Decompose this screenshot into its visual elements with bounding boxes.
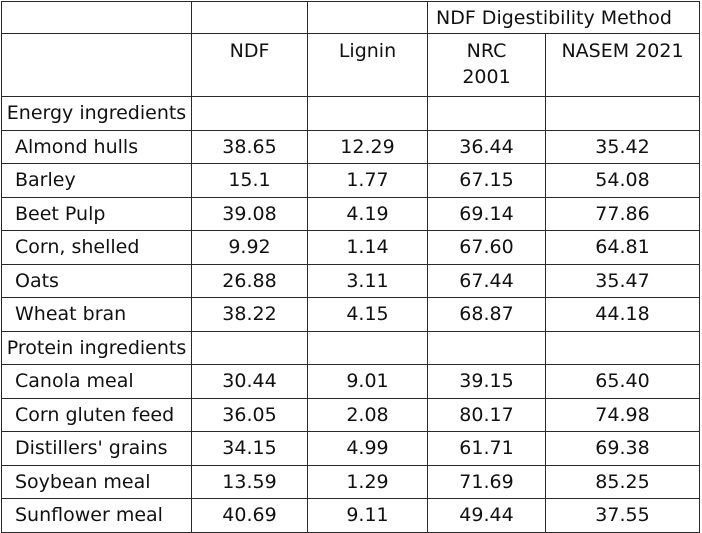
cell-ingredient-name: Corn gluten feed — [1, 397, 192, 432]
cell-lignin: 4.99 — [307, 431, 428, 466]
cell-ndf: 13.59 — [191, 464, 308, 499]
cell-nrc-2001: 69.14 — [427, 196, 546, 231]
section-empty-cell — [545, 96, 700, 131]
table-row: Soybean meal 13.59 1.29 71.69 85.25 — [1, 464, 700, 499]
cell-ndf: 26.88 — [191, 263, 308, 298]
section-empty-cell — [307, 96, 428, 131]
cell-lignin: 12.29 — [307, 129, 428, 164]
header-empty-cell — [307, 1, 428, 34]
table-row: Corn, shelled 9.92 1.14 67.60 64.81 — [1, 230, 700, 265]
cell-ndf: 34.15 — [191, 431, 308, 466]
cell-nrc-2001: 67.44 — [427, 263, 546, 298]
cell-ingredient-name: Beet Pulp — [1, 196, 192, 231]
cell-nrc-2001: 61.71 — [427, 431, 546, 466]
header-row-group: NDF Digestibility Method — [1, 1, 700, 34]
cell-ingredient-name: Corn, shelled — [1, 230, 192, 265]
cell-ingredient-name: Sunflower meal — [1, 498, 192, 533]
table-row: Canola meal 30.44 9.01 39.15 65.40 — [1, 364, 700, 399]
section-empty-cell — [191, 96, 308, 131]
section-row: Energy ingredients — [1, 96, 700, 131]
cell-ingredient-name: Oats — [1, 263, 192, 298]
cell-nasem-2021: 85.25 — [545, 464, 700, 499]
header-empty-cell — [1, 33, 192, 97]
cell-ndf: 39.08 — [191, 196, 308, 231]
table-row: Corn gluten feed 36.05 2.08 80.17 74.98 — [1, 397, 700, 432]
cell-nasem-2021: 44.18 — [545, 297, 700, 332]
cell-ndf: 9.92 — [191, 230, 308, 265]
table-row: Wheat bran 38.22 4.15 68.87 44.18 — [1, 297, 700, 332]
cell-lignin: 9.11 — [307, 498, 428, 533]
cell-lignin: 3.11 — [307, 263, 428, 298]
cell-ndf: 40.69 — [191, 498, 308, 533]
section-empty-cell — [427, 330, 546, 365]
cell-nasem-2021: 54.08 — [545, 163, 700, 198]
cell-nasem-2021: 69.38 — [545, 431, 700, 466]
cell-lignin: 2.08 — [307, 397, 428, 432]
cell-ndf: 15.1 — [191, 163, 308, 198]
column-header-nrc-line2: 2001 — [462, 66, 511, 88]
cell-nrc-2001: 36.44 — [427, 129, 546, 164]
column-header-nrc-2001: NRC 2001 — [427, 33, 546, 97]
section-empty-cell — [191, 330, 308, 365]
cell-ingredient-name: Almond hulls — [1, 129, 192, 164]
cell-nrc-2001: 49.44 — [427, 498, 546, 533]
cell-ndf: 38.65 — [191, 129, 308, 164]
cell-nrc-2001: 71.69 — [427, 464, 546, 499]
section-empty-cell — [427, 96, 546, 131]
column-header-nrc-line1: NRC — [466, 40, 507, 62]
column-header-lignin: Lignin — [307, 33, 428, 97]
cell-nrc-2001: 67.60 — [427, 230, 546, 265]
cell-lignin: 4.19 — [307, 196, 428, 231]
column-header-ndf: NDF — [191, 33, 308, 97]
cell-ndf: 30.44 — [191, 364, 308, 399]
cell-ingredient-name: Soybean meal — [1, 464, 192, 499]
cell-lignin: 9.01 — [307, 364, 428, 399]
cell-ingredient-name: Wheat bran — [1, 297, 192, 332]
cell-nasem-2021: 65.40 — [545, 364, 700, 399]
column-header-nasem-2021: NASEM 2021 — [545, 33, 700, 97]
section-empty-cell — [545, 330, 700, 365]
cell-ingredient-name: Canola meal — [1, 364, 192, 399]
table-row: Barley 15.1 1.77 67.15 54.08 — [1, 163, 700, 198]
table-row: Almond hulls 38.65 12.29 36.44 35.42 — [1, 129, 700, 164]
cell-nrc-2001: 39.15 — [427, 364, 546, 399]
section-row: Protein ingredients — [1, 330, 700, 365]
table-row: Distillers' grains 34.15 4.99 61.71 69.38 — [1, 431, 700, 466]
cell-nasem-2021: 35.47 — [545, 263, 700, 298]
cell-lignin: 1.77 — [307, 163, 428, 198]
cell-nasem-2021: 64.81 — [545, 230, 700, 265]
cell-ndf: 38.22 — [191, 297, 308, 332]
table-row: Beet Pulp 39.08 4.19 69.14 77.86 — [1, 196, 700, 231]
cell-nrc-2001: 68.87 — [427, 297, 546, 332]
table-row: Oats 26.88 3.11 67.44 35.47 — [1, 263, 700, 298]
cell-nasem-2021: 74.98 — [545, 397, 700, 432]
section-label: Protein ingredients — [1, 330, 192, 365]
cell-ndf: 36.05 — [191, 397, 308, 432]
header-empty-cell — [191, 1, 308, 34]
cell-nasem-2021: 35.42 — [545, 129, 700, 164]
cell-nasem-2021: 37.55 — [545, 498, 700, 533]
group-header-ndf-digestibility-method: NDF Digestibility Method — [427, 1, 700, 34]
cell-lignin: 1.29 — [307, 464, 428, 499]
header-row-columns: NDF Lignin NRC 2001 NASEM 2021 — [1, 33, 700, 97]
header-empty-cell — [1, 1, 192, 34]
cell-ingredient-name: Distillers' grains — [1, 431, 192, 466]
cell-lignin: 4.15 — [307, 297, 428, 332]
section-empty-cell — [307, 330, 428, 365]
cell-ingredient-name: Barley — [1, 163, 192, 198]
section-label: Energy ingredients — [1, 96, 192, 131]
table-row: Sunflower meal 40.69 9.11 49.44 37.55 — [1, 498, 700, 533]
cell-nrc-2001: 80.17 — [427, 397, 546, 432]
cell-nasem-2021: 77.86 — [545, 196, 700, 231]
cell-lignin: 1.14 — [307, 230, 428, 265]
cell-nrc-2001: 67.15 — [427, 163, 546, 198]
